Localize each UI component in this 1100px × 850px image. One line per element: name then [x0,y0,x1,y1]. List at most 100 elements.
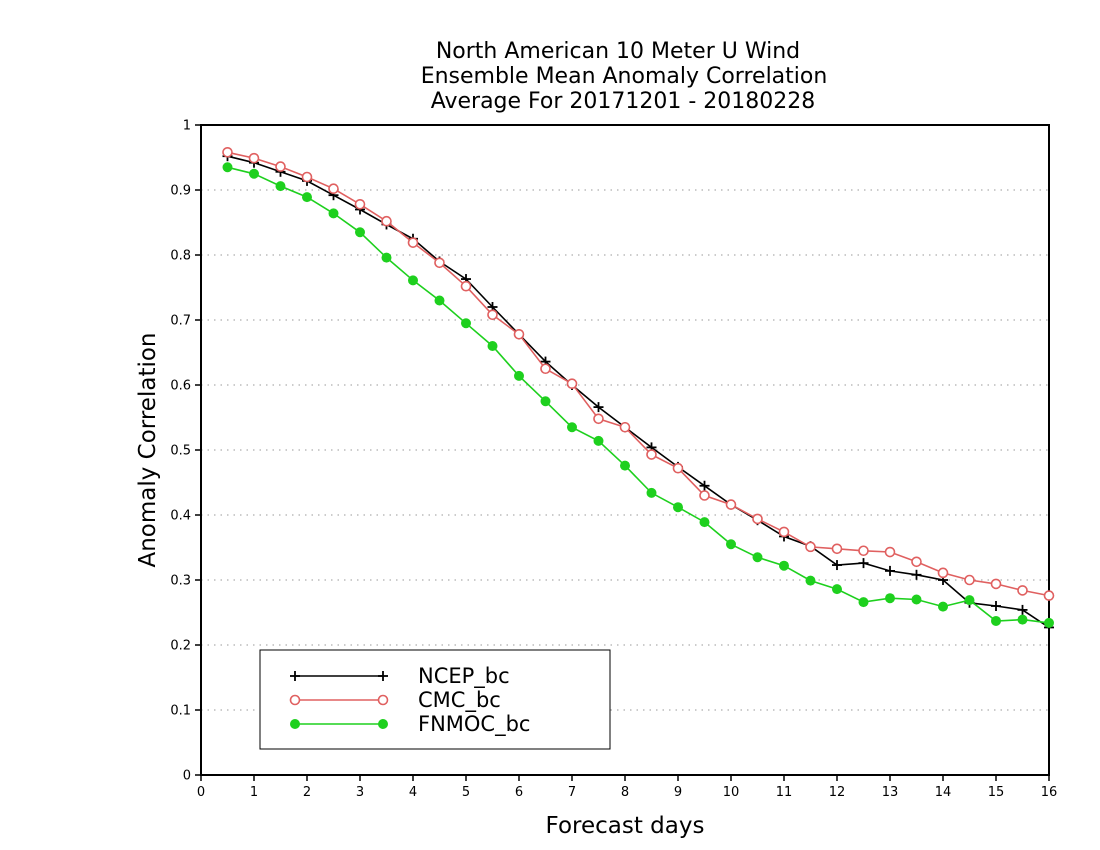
y-tick-label: 0.6 [170,379,191,394]
data-point [885,565,895,576]
data-point [487,309,498,321]
data-point [938,601,948,612]
data-point [990,578,1002,590]
x-tick-label: 12 [829,785,846,800]
x-tick-label: 0 [197,785,205,800]
series-line [227,166,1050,624]
data-point [593,413,604,425]
data-point [275,181,286,192]
data-point [699,480,710,491]
data-point [275,161,286,172]
x-tick-label: 3 [356,785,364,800]
series-line [227,155,1050,629]
data-point [725,499,737,510]
data-point [290,719,300,729]
legend-item: NCEP_bc [290,664,510,689]
data-point [513,328,525,340]
data-point [726,539,736,550]
data-point [832,560,842,571]
title-line-2: Ensemble Mean Anomaly Correlation [421,64,828,89]
data-point [514,370,524,381]
data-point [1044,617,1054,628]
x-tick-label: 15 [988,785,1005,800]
data-point [540,396,551,407]
y-tick-label: 0 [183,769,191,784]
data-point [778,526,790,538]
data-point [407,237,419,248]
x-tick-label: 6 [515,785,523,800]
data-point [858,597,869,608]
data-point [290,671,300,681]
x-tick-label: 9 [674,785,682,800]
x-axis-label: Forecast days [546,813,705,839]
series-line [227,151,1050,597]
data-point [460,280,472,292]
grid-lines [201,189,1049,711]
data-point [378,719,388,729]
data-point [646,449,657,460]
x-tick-label: 16 [1041,785,1058,800]
data-point [911,569,922,580]
data-point [937,567,949,579]
data-point [646,487,657,498]
data-point [779,560,789,571]
data-point [911,556,922,568]
x-tick-label: 2 [303,785,311,800]
data-point [461,318,471,329]
legend-item: FNMOC_bc [290,712,530,737]
y-tick-label: 0.5 [170,444,191,459]
data-point [858,545,869,557]
data-point [752,513,763,525]
data-point [377,694,389,706]
x-tick-label: 8 [621,785,629,800]
title-line-1: North American 10 Meter U Wind [436,39,800,64]
x-tick-label: 14 [935,785,952,800]
data-point [911,594,922,605]
data-point [566,378,578,390]
y-tick-label: 0.9 [170,184,191,199]
data-point [699,517,710,528]
x-tick-label: 1 [250,785,258,800]
data-point [1043,590,1055,601]
y-tick-label: 0.8 [170,249,191,264]
data-point [805,575,816,586]
y-tick-label: 0.2 [170,639,191,654]
data-point [355,227,365,238]
data-point [434,295,445,306]
data-point [1017,585,1028,596]
data-point [487,341,498,351]
series-layer [222,147,1055,633]
data-point [378,671,388,681]
data-point [249,168,259,179]
data-point [672,462,684,474]
y-tick-label: 0.1 [170,704,191,719]
legend-label: NCEP_bc [418,664,510,689]
series-cmc-bc [222,147,1055,601]
data-point [222,147,233,158]
data-point [964,595,975,606]
x-tick-label: 13 [882,785,899,800]
data-point [381,252,392,263]
axis-ticks: 00.10.20.30.40.50.60.70.80.910 1 2 3 4 5 6 7 8 9 1… [170,119,1057,801]
y-tick-label: 0.7 [170,314,191,329]
y-tick-label: 1 [183,119,191,134]
data-point [620,460,630,471]
series-fnmoc-bc [222,162,1054,628]
data-point [673,502,683,513]
x-tick-label: 5 [462,785,470,800]
data-point [540,363,551,375]
data-point [302,192,312,203]
legend-label: CMC_bc [418,688,501,713]
data-point [991,601,1001,611]
data-point [328,183,339,194]
data-point [248,152,260,164]
data-point [991,615,1001,626]
y-axis-label: Anomaly Correlation [135,332,161,567]
data-point [884,546,896,558]
legend-item: CMC_bc [289,688,501,713]
x-tick-label: 7 [568,785,576,800]
data-point [328,208,339,219]
